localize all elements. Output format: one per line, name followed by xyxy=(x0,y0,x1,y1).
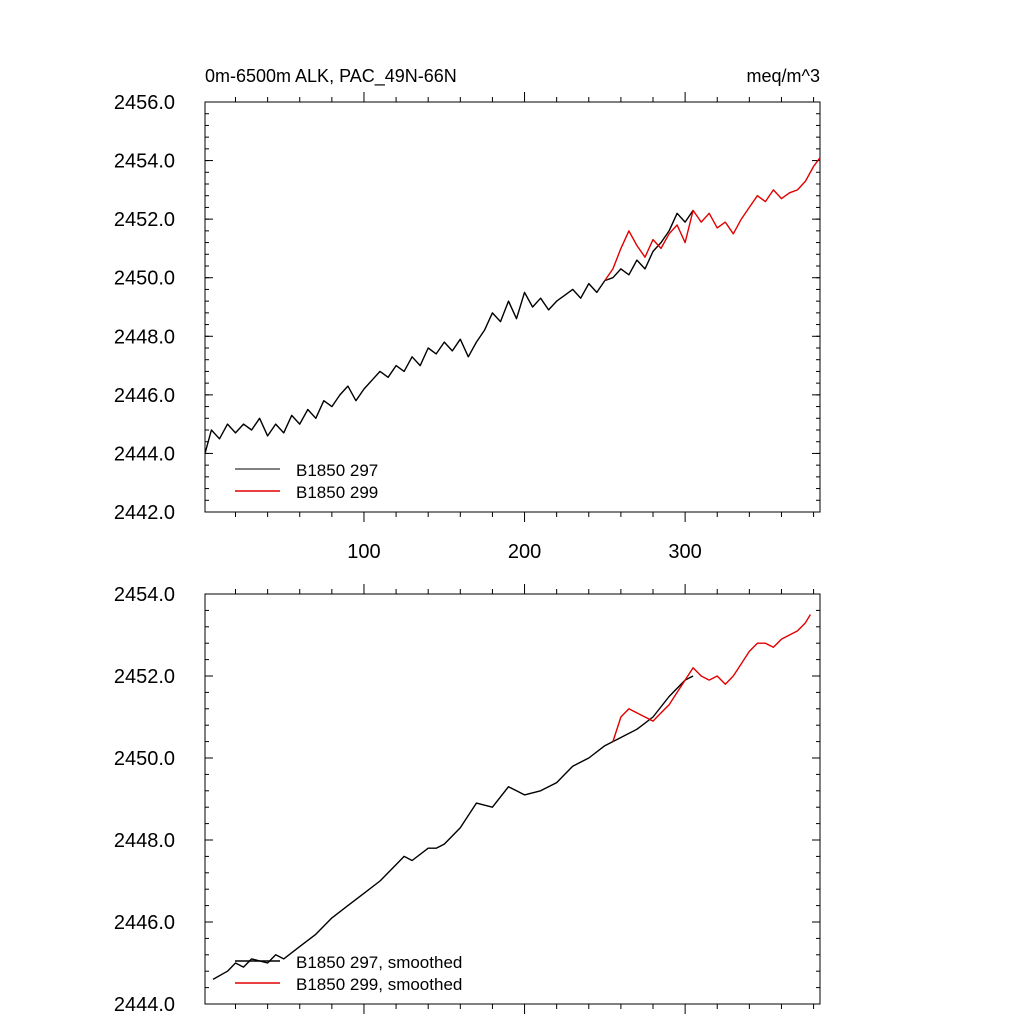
plot-frame-raw xyxy=(204,101,821,513)
y-tick-label: 2444.0 xyxy=(114,994,175,1016)
y-tick-label: 2452.0 xyxy=(114,666,175,688)
y-tick-label: 2454.0 xyxy=(114,584,175,606)
axis-ticks-raw: 2442.0 2444.0 2446.0 2448.0 2450.0 2452.0 2454… xyxy=(114,92,820,563)
legend-label-297: B1850 297 xyxy=(296,461,378,480)
y-tick-label: 2446.0 xyxy=(114,385,175,407)
series-line-0-0 xyxy=(204,210,694,454)
series-group-smoothed xyxy=(212,614,812,981)
legend-label-299-smoothed: B1850 299, smoothed xyxy=(296,975,462,994)
plot-frame-smoothed xyxy=(204,593,821,1005)
x-tick-label: 100 xyxy=(347,541,380,563)
y-tick-label: 2448.0 xyxy=(114,326,175,348)
y-tick-label: 2450.0 xyxy=(114,748,175,770)
x-tick-label: 200 xyxy=(508,541,541,563)
chart-title: 0m-6500m ALK, PAC_49N-66N xyxy=(205,66,457,87)
legend-label-299: B1850 299 xyxy=(296,483,378,502)
y-tick-label: 2450.0 xyxy=(114,268,175,290)
series-line-1-0 xyxy=(212,675,694,981)
axis-ticks-smoothed: 2444.0 2446.0 2448.0 2450.0 2452.0 2454.0 xyxy=(114,584,820,1016)
legend-raw: B1850 297 B1850 299 xyxy=(235,461,378,502)
panel-raw: 0m-6500m ALK, PAC_49N-66N meq/m^3 2442.0… xyxy=(114,66,821,563)
series-line-1-1 xyxy=(612,614,812,742)
legend-smoothed: B1850 297, smoothed B1850 299, smoothed xyxy=(235,953,462,994)
panel-smoothed: 2444.0 2446.0 2448.0 2450.0 2452.0 2454.0 B18… xyxy=(114,584,821,1016)
y-tick-label: 2442.0 xyxy=(114,502,175,524)
legend-label-297-smoothed: B1850 297, smoothed xyxy=(296,953,462,972)
chart-units: meq/m^3 xyxy=(747,66,820,86)
series-line-0-1 xyxy=(604,157,821,281)
y-tick-label: 2446.0 xyxy=(114,912,175,934)
y-tick-label: 2454.0 xyxy=(114,151,175,173)
y-tick-label: 2452.0 xyxy=(114,209,175,231)
y-tick-label: 2448.0 xyxy=(114,830,175,852)
x-tick-label: 300 xyxy=(668,541,701,563)
series-group-raw xyxy=(204,157,821,454)
y-tick-label: 2444.0 xyxy=(114,443,175,465)
y-tick-label: 2456.0 xyxy=(114,92,175,114)
